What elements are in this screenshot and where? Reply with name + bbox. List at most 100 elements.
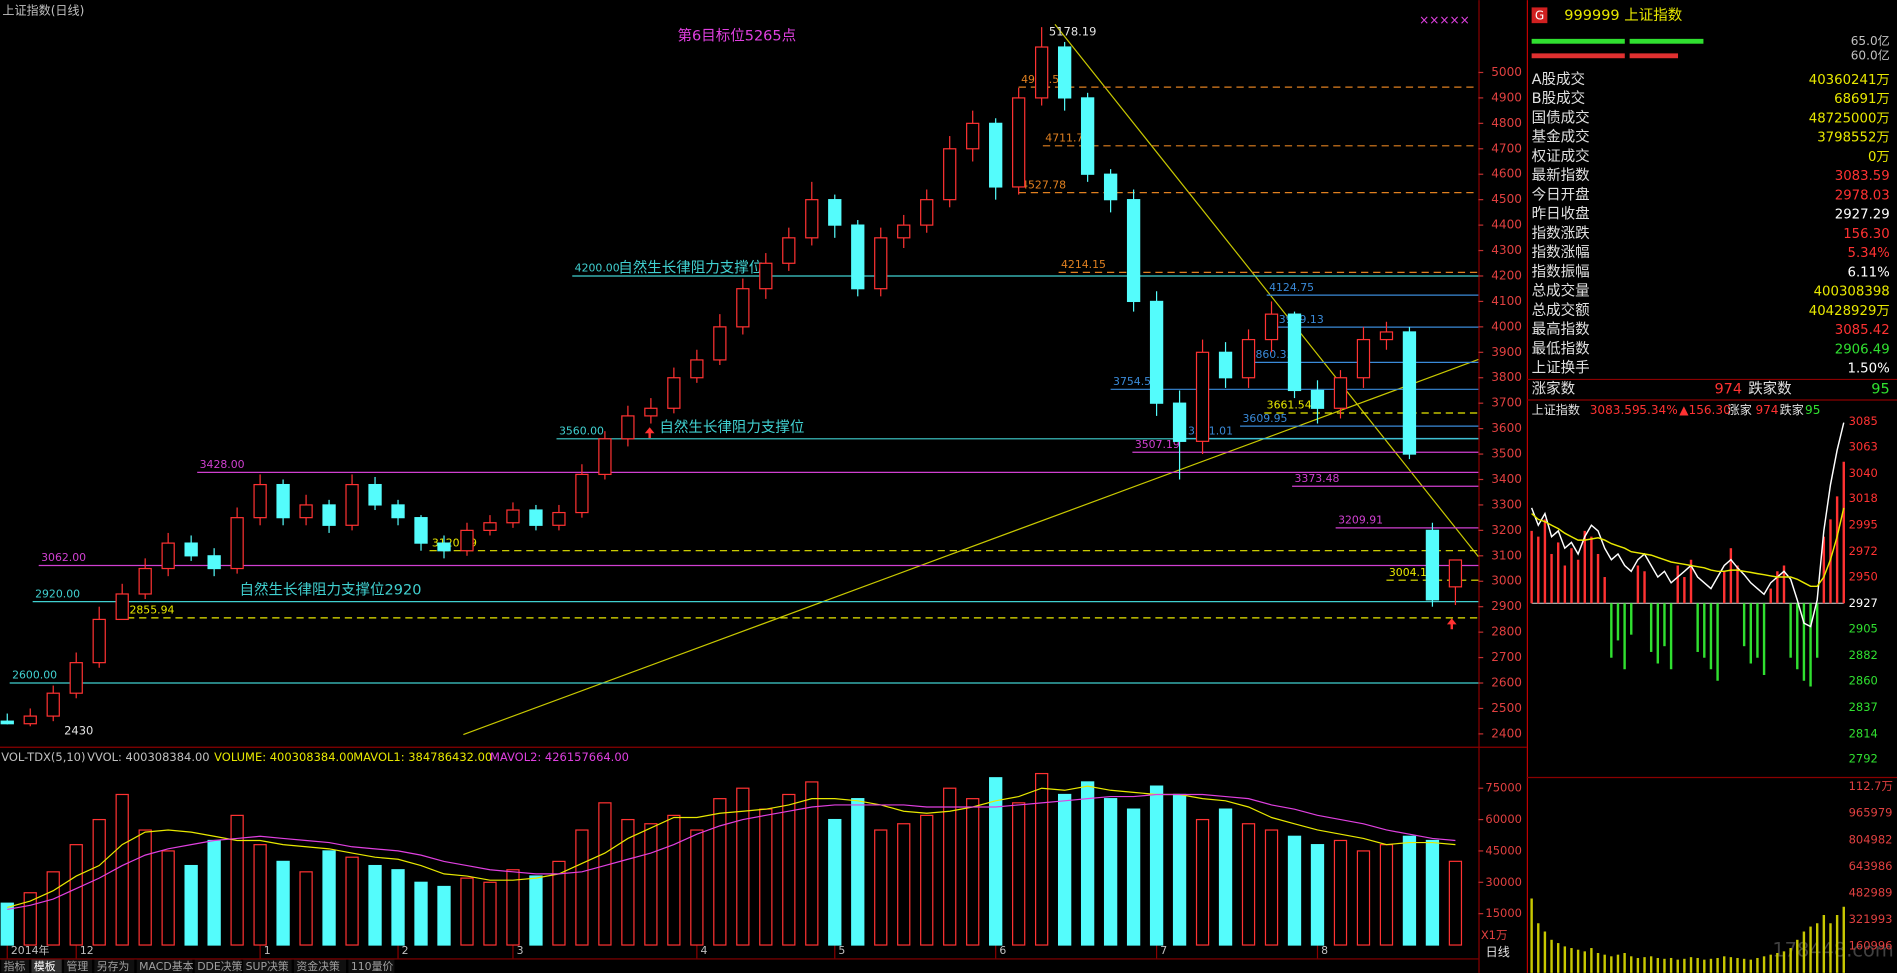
tab-bg[interactable] bbox=[64, 959, 92, 973]
tab[interactable]: 管理 bbox=[67, 959, 89, 973]
breadth-label: 跌家数 bbox=[1748, 381, 1792, 398]
candle-body bbox=[1264, 313, 1279, 341]
candle-body bbox=[851, 224, 865, 290]
volume-bar bbox=[575, 829, 589, 946]
y-tick-label: 3100 bbox=[1491, 548, 1522, 562]
volume-bar bbox=[1379, 844, 1394, 946]
y-tick-label: 3500 bbox=[1491, 447, 1522, 461]
volume-bar bbox=[989, 777, 1003, 946]
candle-body bbox=[115, 593, 129, 621]
candle-body bbox=[736, 288, 750, 328]
y-tick-label: 2900 bbox=[1491, 599, 1522, 613]
level-label: 3560.00 bbox=[559, 425, 604, 438]
y-tick-label: 4100 bbox=[1491, 294, 1522, 308]
ma-line bbox=[7, 785, 1456, 908]
level-label: 3661.54 bbox=[1267, 399, 1312, 412]
volume-bar bbox=[506, 869, 520, 946]
candle-body bbox=[1287, 313, 1302, 392]
level-label: 3209.91 bbox=[1338, 514, 1383, 527]
quote-value: 5.34% bbox=[1847, 246, 1889, 261]
y-tick-label: 45000 bbox=[1485, 843, 1522, 857]
legend-entry: MAVOL1: 384786432.00 bbox=[353, 750, 492, 764]
y-tick-label: 804982 bbox=[1849, 832, 1893, 846]
legend-entry: VVOL: 400308384.00 bbox=[87, 750, 209, 764]
candle-body bbox=[920, 199, 934, 226]
level-label: 2855.94 bbox=[129, 604, 174, 617]
volume-bar bbox=[805, 781, 819, 946]
tab-bg[interactable] bbox=[1, 959, 30, 973]
y-tick-label: 4000 bbox=[1491, 319, 1522, 333]
volume-bar bbox=[1425, 839, 1440, 946]
y-tick-label: 2905 bbox=[1849, 621, 1878, 635]
volume-bar bbox=[1218, 808, 1233, 946]
tab[interactable]: 110量价 bbox=[351, 960, 394, 973]
quote-label: 基金成交 bbox=[1532, 128, 1590, 146]
tab-bg[interactable] bbox=[243, 959, 292, 973]
tab[interactable]: MACD基本 bbox=[139, 959, 193, 973]
volume-bar bbox=[1287, 835, 1302, 946]
candle-body bbox=[299, 504, 313, 519]
candle-body bbox=[552, 511, 566, 526]
intraday-header: 95 bbox=[1805, 403, 1820, 417]
volume-bar bbox=[759, 808, 773, 946]
y-tick-label: 3800 bbox=[1491, 370, 1522, 384]
y-tick-label: 2500 bbox=[1491, 701, 1522, 715]
volume-bar bbox=[1035, 772, 1049, 946]
quote-value: 0万 bbox=[1868, 150, 1890, 165]
candle-body bbox=[529, 509, 543, 526]
tab[interactable]: 另存为 bbox=[97, 959, 130, 973]
tab-bg[interactable] bbox=[348, 959, 395, 973]
tab[interactable]: DDE决策 bbox=[197, 959, 242, 973]
tab[interactable]: 指标 bbox=[4, 959, 26, 973]
volume-bar bbox=[598, 802, 612, 946]
y-tick-label: 321993 bbox=[1849, 912, 1893, 926]
candle-body bbox=[1035, 46, 1049, 99]
quote-label: B股成交 bbox=[1532, 89, 1585, 107]
quote-value: 2927.29 bbox=[1835, 208, 1890, 223]
x-tick-label: 4 bbox=[700, 944, 707, 957]
badge: ××××× bbox=[1419, 13, 1470, 27]
y-tick-label: 3700 bbox=[1491, 396, 1522, 410]
quote-label: 指数涨幅 bbox=[1532, 244, 1590, 261]
volume-bar bbox=[345, 856, 359, 946]
unit-label: X1万 bbox=[1481, 928, 1508, 942]
volume-bar bbox=[184, 864, 198, 946]
tab[interactable]: 模板 bbox=[34, 959, 56, 973]
tab-bg[interactable] bbox=[293, 959, 347, 973]
quote-value: 40428929万 bbox=[1809, 304, 1890, 319]
level-label: 3999.13 bbox=[1279, 313, 1324, 326]
y-tick-label: 4700 bbox=[1491, 141, 1522, 155]
period-label[interactable]: 日线 bbox=[1486, 945, 1510, 959]
volume-bar bbox=[1012, 802, 1026, 946]
candle-body bbox=[1103, 173, 1118, 201]
quote-label: 权证成交 bbox=[1532, 147, 1590, 165]
tab-bg[interactable] bbox=[136, 959, 193, 973]
candle-body bbox=[230, 517, 244, 570]
tab[interactable]: 资金决策 bbox=[296, 959, 340, 973]
volume-bar bbox=[943, 787, 957, 946]
candle-body bbox=[713, 326, 727, 361]
y-tick-label: 2927 bbox=[1849, 596, 1878, 610]
y-tick-label: 3400 bbox=[1491, 472, 1522, 486]
quote-value: 68691万 bbox=[1834, 92, 1890, 107]
quote-label: 今日开盘 bbox=[1532, 185, 1590, 203]
volume-bar bbox=[414, 881, 428, 946]
trend-line bbox=[1054, 23, 1479, 558]
breadth-value: 95 bbox=[1871, 382, 1889, 398]
x-tick-label: 3 bbox=[517, 944, 524, 957]
volume-bar bbox=[690, 829, 704, 946]
tab-bg[interactable] bbox=[194, 959, 241, 973]
volume-bar bbox=[1448, 860, 1463, 946]
volume-bar bbox=[1241, 823, 1256, 946]
volume-bar bbox=[230, 814, 244, 946]
candle-body bbox=[276, 483, 290, 519]
tab-bg[interactable] bbox=[31, 959, 62, 973]
quote-label: 最高指数 bbox=[1532, 321, 1590, 338]
tab-bg[interactable] bbox=[94, 959, 135, 973]
legend-entry: MAVOL2: 426157664.00 bbox=[490, 750, 629, 764]
volume-bar bbox=[1126, 808, 1141, 946]
tab[interactable]: SUP决策 bbox=[246, 959, 289, 973]
quote-code: 999999 上证指数 bbox=[1564, 7, 1682, 24]
